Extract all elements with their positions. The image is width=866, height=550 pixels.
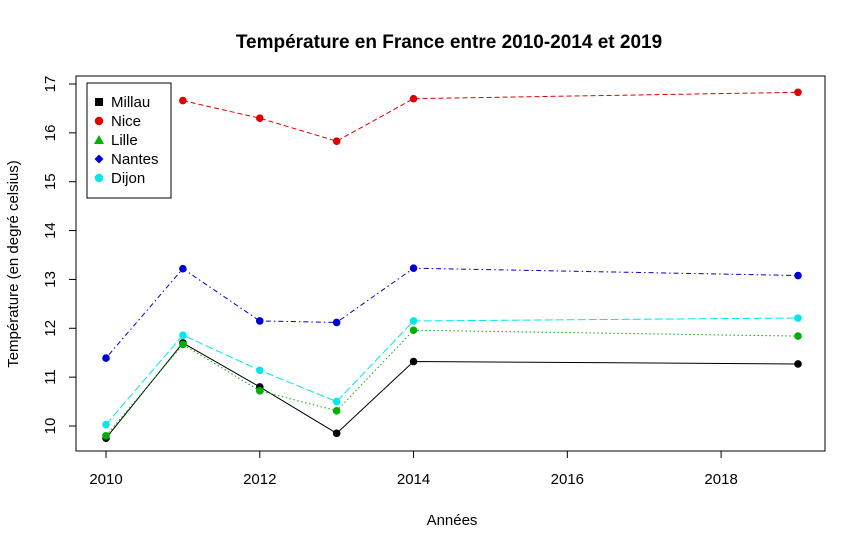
y-tick-label: 11 xyxy=(42,369,59,385)
data-point-nantes xyxy=(255,317,264,325)
data-point-lille xyxy=(794,332,802,340)
legend-item-millau: Millau xyxy=(95,94,150,111)
data-point-nice xyxy=(332,137,341,145)
legend-item-nice: Nice xyxy=(94,113,141,130)
series-dijon xyxy=(102,314,802,429)
y-tick-label: 10 xyxy=(42,418,59,435)
legend-label-lille: Lille xyxy=(111,132,138,149)
legend-marker-nantes xyxy=(94,154,104,164)
series-line-millau xyxy=(105,342,799,439)
legend-item-lille: Lille xyxy=(94,132,138,149)
legend-label-millau: Millau xyxy=(111,94,150,111)
legend: Millau Nice Lille Nantes Dijon xyxy=(86,82,172,199)
y-axis: 10 11 12 13 14 15 16 17 xyxy=(42,76,76,435)
y-tick-label: 16 xyxy=(42,125,59,142)
data-point-nice xyxy=(794,88,802,97)
legend-marker-millau xyxy=(95,98,103,106)
data-point-millau xyxy=(409,357,418,366)
data-point-nice xyxy=(255,114,264,122)
y-axis-label: Température (en degré celsius) xyxy=(5,160,22,368)
legend-marker-lille xyxy=(94,135,104,144)
series-millau xyxy=(102,339,802,443)
legend-marker-nice xyxy=(94,116,104,126)
data-point-dijon xyxy=(332,397,341,406)
y-tick-label: 15 xyxy=(42,173,59,190)
data-point-dijon xyxy=(409,317,418,325)
legend-item-nantes: Nantes xyxy=(94,151,159,168)
data-point-lille xyxy=(409,326,418,335)
data-point-nantes xyxy=(102,354,110,362)
legend-label-dijon: Dijon xyxy=(111,170,145,187)
data-point-nantes xyxy=(409,264,418,272)
legend-item-dijon: Dijon xyxy=(94,170,145,187)
data-point-nantes xyxy=(794,271,802,280)
data-point-nantes xyxy=(332,318,341,327)
data-point-lille xyxy=(179,340,187,349)
data-point-lille xyxy=(332,407,341,415)
legend-marker-dijon xyxy=(94,173,104,183)
data-point-millau xyxy=(794,360,802,368)
series-nice xyxy=(179,88,802,145)
legend-label-nantes: Nantes xyxy=(111,151,159,168)
data-point-lille xyxy=(255,387,264,395)
series-lille xyxy=(102,326,802,440)
x-tick-label: 2010 xyxy=(89,471,122,488)
y-tick-label: 12 xyxy=(42,320,59,337)
x-axis-label: Années xyxy=(427,512,478,529)
data-point-nice xyxy=(179,96,187,105)
x-tick-label: 2012 xyxy=(243,471,276,488)
data-point-nantes xyxy=(179,264,187,273)
data-point-dijon xyxy=(794,314,802,322)
legend-label-nice: Nice xyxy=(111,113,141,130)
x-axis: 2010 2012 2014 2016 2018 xyxy=(89,451,738,488)
data-point-dijon xyxy=(255,366,264,375)
plot-frame xyxy=(75,75,826,452)
data-point-nice xyxy=(409,94,418,103)
series-layer xyxy=(102,88,802,443)
x-tick-label: 2014 xyxy=(397,471,430,488)
data-point-lille xyxy=(102,431,110,440)
y-tick-label: 17 xyxy=(42,76,59,93)
y-tick-label: 14 xyxy=(42,222,59,239)
data-point-dijon xyxy=(179,331,187,339)
series-line-lille xyxy=(105,329,799,437)
series-line-nantes xyxy=(105,267,799,359)
data-point-dijon xyxy=(102,420,110,429)
y-tick-label: 13 xyxy=(42,271,59,288)
x-tick-label: 2016 xyxy=(551,471,584,488)
series-line-nice xyxy=(182,91,799,142)
data-point-millau xyxy=(332,429,341,438)
series-nantes xyxy=(102,264,802,362)
series-line-dijon xyxy=(105,317,799,425)
chart-title: Température en France entre 2010-2014 et… xyxy=(236,32,662,53)
x-tick-label: 2018 xyxy=(704,471,737,488)
